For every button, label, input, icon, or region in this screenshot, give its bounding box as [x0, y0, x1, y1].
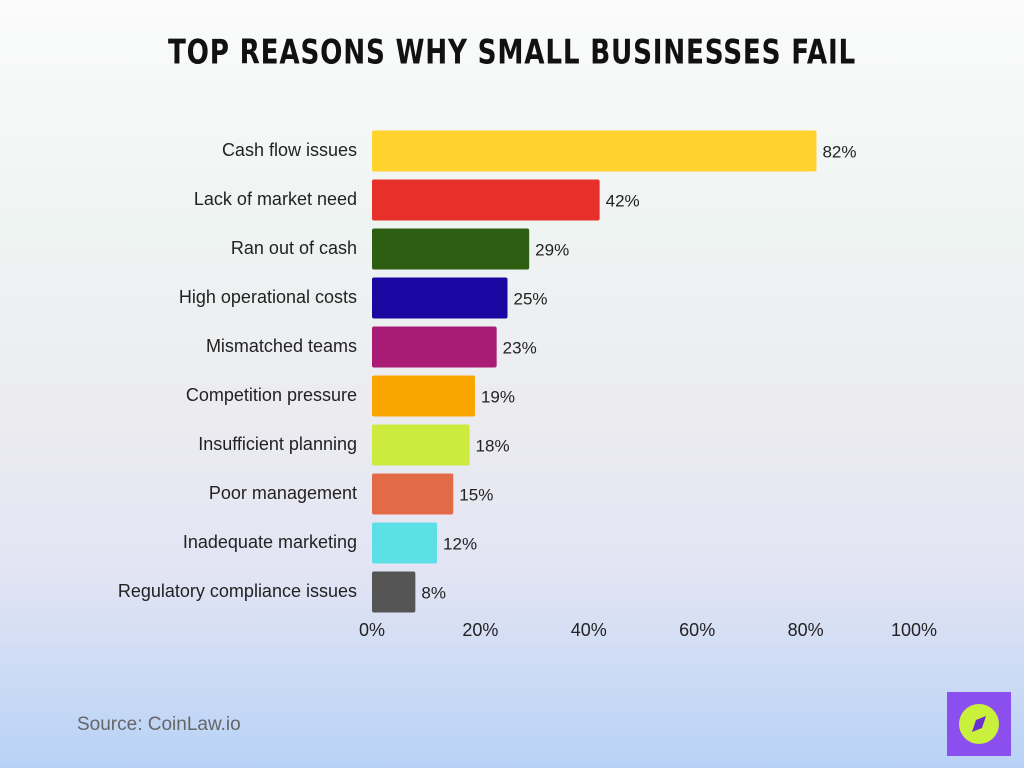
category-label: Poor management — [209, 483, 357, 503]
value-label: 18% — [476, 436, 510, 455]
logo — [947, 692, 1011, 756]
value-label: 15% — [459, 485, 493, 504]
category-label: Mismatched teams — [206, 336, 357, 356]
category-label: Lack of market need — [194, 189, 357, 209]
category-label: Ran out of cash — [231, 238, 357, 258]
bar — [372, 571, 416, 613]
bar — [372, 424, 470, 466]
category-label: Regulatory compliance issues — [118, 581, 357, 601]
category-label: Insufficient planning — [198, 434, 357, 454]
value-label: 19% — [481, 387, 515, 406]
x-tick-label: 60% — [679, 620, 715, 640]
x-tick-label: 0% — [359, 620, 385, 640]
x-tick-label: 80% — [788, 620, 824, 640]
bar — [372, 277, 508, 319]
chart-title: Top Reasons Why Small Businesses Fail — [168, 33, 856, 73]
logo-needle — [972, 716, 986, 732]
x-tick-label: 40% — [571, 620, 607, 640]
category-label: High operational costs — [179, 287, 357, 307]
value-label: 12% — [443, 534, 477, 553]
category-label: Competition pressure — [186, 385, 357, 405]
bar — [372, 130, 817, 172]
value-label: 42% — [606, 191, 640, 210]
category-label: Cash flow issues — [222, 140, 357, 160]
x-tick-label: 20% — [462, 620, 498, 640]
bar — [372, 522, 438, 564]
bar — [372, 326, 497, 368]
value-label: 25% — [514, 289, 548, 308]
bar — [372, 375, 475, 417]
source: Source: CoinLaw.io — [77, 714, 241, 735]
value-label: 8% — [421, 583, 446, 602]
bar — [372, 473, 454, 515]
category-label: Inadequate marketing — [183, 532, 357, 552]
bar — [372, 228, 530, 270]
value-label: 23% — [503, 338, 537, 357]
value-label: 29% — [535, 240, 569, 259]
bar — [372, 179, 600, 221]
x-tick-label: 100% — [891, 620, 937, 640]
value-label: 82% — [822, 142, 856, 161]
